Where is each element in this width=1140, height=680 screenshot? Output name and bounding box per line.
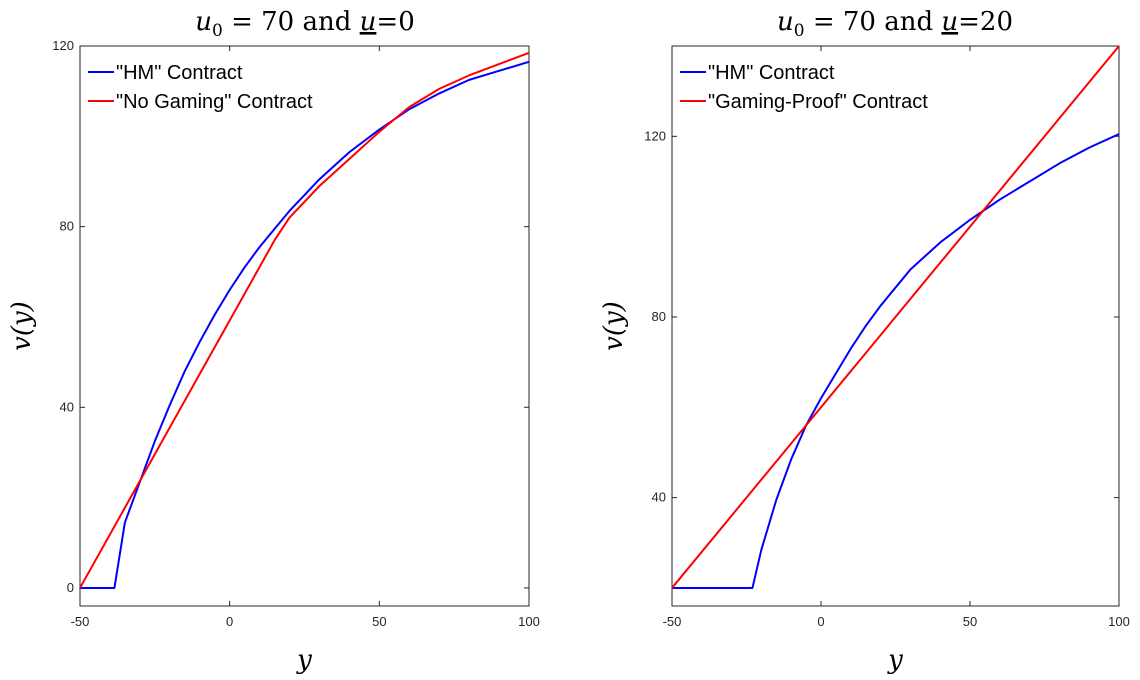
x-axis-label: y — [296, 645, 312, 675]
chart-title: u0 = 70 and u=0 — [195, 7, 414, 41]
x-tick-label: 0 — [226, 614, 233, 629]
y-axis-label: v(y) — [599, 301, 629, 351]
x-tick-label: -50 — [71, 614, 90, 629]
right-chart-panel: -50 0 50 100 40 80 120 "HM" Contract "Gaming-Pro… — [599, 7, 1130, 675]
legend-label: "HM" Contract — [116, 62, 243, 84]
hm-contract-line — [672, 133, 1120, 589]
x-tick-label: 0 — [817, 614, 824, 629]
y-tick-label: 0 — [67, 580, 74, 595]
x-axis-label: y — [887, 645, 903, 675]
y-tick-label: 40 — [60, 399, 74, 414]
alt-contract-line — [671, 45, 1120, 589]
x-tick-label: 100 — [518, 614, 540, 629]
legend: "HM" Contract "Gaming-Proof" Contract — [680, 62, 928, 113]
hm-contract-line — [80, 60, 530, 589]
alt-contract-line — [79, 51, 530, 589]
left-chart-panel: -50 0 50 100 0 40 80 120 "HM" Contract "No Gaming… — [7, 7, 540, 675]
x-tick-label: -50 — [663, 614, 682, 629]
y-tick-label: 120 — [52, 38, 74, 53]
y-tick-label: 40 — [652, 490, 666, 505]
y-tick-label: 120 — [644, 128, 666, 143]
x-tick-label: 50 — [963, 614, 977, 629]
legend: "HM" Contract "No Gaming" Contract — [88, 62, 313, 113]
axes-frame — [79, 45, 530, 607]
y-axis-label: v(y) — [7, 301, 37, 351]
chart-title: u0 = 70 and u=20 — [777, 7, 1013, 41]
x-tick-label: 50 — [372, 614, 386, 629]
legend-label: "Gaming-Proof" Contract — [708, 91, 928, 113]
y-tick-label: 80 — [60, 219, 74, 234]
x-tick-label: 100 — [1108, 614, 1130, 629]
axes-frame — [671, 45, 1120, 607]
y-tick-label: 80 — [652, 309, 666, 324]
legend-label: "No Gaming" Contract — [116, 91, 313, 113]
legend-label: "HM" Contract — [708, 62, 835, 84]
